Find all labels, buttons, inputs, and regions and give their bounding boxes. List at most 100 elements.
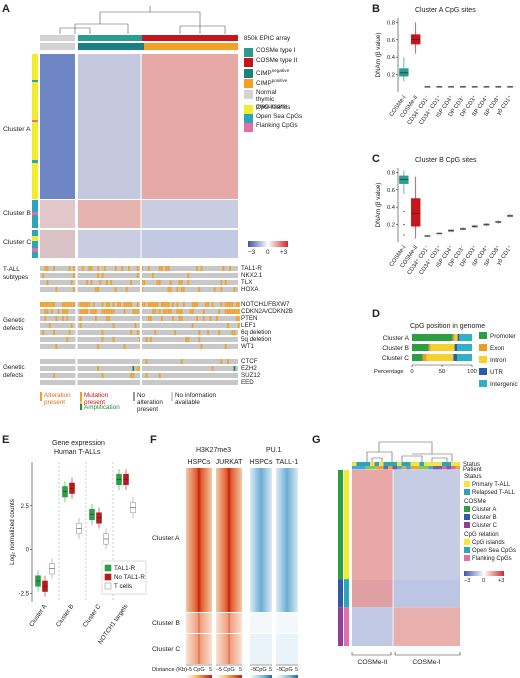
cell-label: TALL-1 xyxy=(276,459,299,466)
alteration-mark xyxy=(178,309,181,314)
y-tick-label: 2.5 xyxy=(21,504,30,510)
alteration-mark xyxy=(123,344,126,349)
alteration-mark xyxy=(136,309,139,314)
legend-label: UTR xyxy=(490,369,503,376)
box xyxy=(411,34,421,45)
alteration-mark xyxy=(150,316,152,321)
alteration-mark xyxy=(180,309,183,314)
alteration-mark xyxy=(44,309,47,314)
legend-swatch xyxy=(244,79,253,88)
dendrogram xyxy=(366,441,453,462)
alteration-mark xyxy=(90,266,93,271)
dendrogram-branch xyxy=(371,457,383,462)
cpg-track xyxy=(344,607,349,646)
dendrogram-branch xyxy=(431,457,448,462)
patient-cell xyxy=(442,466,447,470)
alteration-mark xyxy=(132,309,135,314)
patient-cell xyxy=(370,466,375,470)
alteration-row-label: TLX xyxy=(241,279,253,286)
alteration-mark xyxy=(211,366,214,371)
alteration-mark xyxy=(180,359,183,364)
legend-swatch xyxy=(244,105,253,114)
x-tick-label: 0 xyxy=(410,369,413,375)
alteration-row-label: EED xyxy=(241,379,254,386)
panel-label-e: E xyxy=(2,434,10,446)
stacked-bar-segment xyxy=(457,334,460,341)
alteration-mark xyxy=(176,302,179,307)
legend-swatch xyxy=(479,368,487,375)
legend-swatch xyxy=(244,69,253,78)
status-cell xyxy=(455,462,460,466)
alteration-mark xyxy=(218,309,220,314)
patient-cell xyxy=(415,466,420,470)
alteration-mark xyxy=(231,330,234,335)
alteration-mark xyxy=(152,273,154,278)
alteration-mark xyxy=(68,330,71,335)
alteration-mark xyxy=(233,330,236,335)
panel-d-chart: Cluster A Cluster B Cluster C 0 50 100 Percent… xyxy=(374,332,518,388)
alteration-mark xyxy=(227,359,229,364)
alteration-mark xyxy=(145,337,148,342)
x-tick-label: Cluster A xyxy=(28,602,49,628)
alteration-mark xyxy=(97,344,99,349)
x-tick-label: NOTCH1 targets xyxy=(97,603,130,645)
alteration-mark xyxy=(48,302,51,307)
panel-label-b: B xyxy=(372,3,380,15)
alteration-mark xyxy=(167,302,170,307)
cell-label: JURKAT xyxy=(216,459,243,466)
alteration-mark xyxy=(84,309,86,314)
alteration-mark xyxy=(51,309,53,314)
alteration-mark xyxy=(66,309,69,314)
alteration-mark xyxy=(238,323,240,328)
distance-tick: 5 xyxy=(295,667,298,673)
alteration-mark xyxy=(101,337,104,342)
legend-label: Intron xyxy=(490,357,507,364)
alteration-mark xyxy=(176,309,179,314)
alteration-mark xyxy=(139,366,141,371)
alteration-mark xyxy=(163,309,165,314)
panel-a-color-scale xyxy=(248,241,288,247)
legend-swatch xyxy=(464,481,470,487)
cluster-c-label: Cluster C xyxy=(3,239,32,246)
alteration-mark xyxy=(121,266,124,271)
alteration-mark xyxy=(46,280,49,285)
patient-cell xyxy=(383,466,388,470)
patient-cell xyxy=(352,466,357,470)
alteration-row-label: NKX2.1 xyxy=(241,272,263,279)
alteration-mark xyxy=(220,359,223,364)
x-tick-label: Cluster C xyxy=(82,603,103,629)
alteration-mark xyxy=(110,280,113,285)
legend-text: CpG islands xyxy=(256,104,291,111)
alteration-mark xyxy=(130,302,132,307)
panel-b-title: Cluster A CpG sites xyxy=(415,7,476,14)
cluster-b-label: Cluster B xyxy=(3,210,31,217)
alteration-mark xyxy=(64,309,66,314)
legend-alteration: Alteration present xyxy=(44,392,71,406)
cluster-a-label: Cluster A xyxy=(3,126,31,133)
status-cell xyxy=(392,462,397,466)
alteration-mark xyxy=(123,302,126,307)
alteration-mark xyxy=(57,309,60,314)
alteration-mark xyxy=(114,266,117,271)
legend-text: Normal thymic precursors xyxy=(256,89,286,110)
profile-heatmap-cluster-b xyxy=(276,613,298,633)
y-tick-label: 0.6 xyxy=(387,188,395,194)
alteration-mark xyxy=(187,273,190,278)
y-tick-label: 0.4 xyxy=(387,55,396,61)
alteration-mark xyxy=(62,302,64,307)
alteration-mark xyxy=(101,373,104,378)
legend-label: Cluster C xyxy=(472,523,498,529)
alteration-mark xyxy=(158,373,161,378)
alteration-mark xyxy=(128,302,130,307)
legend-swatch xyxy=(244,90,253,99)
legend-label: Primary T-ALL xyxy=(472,482,511,488)
status-cell xyxy=(451,462,456,466)
alteration-mark xyxy=(141,287,143,292)
alteration-mark xyxy=(114,287,117,292)
alteration-mark xyxy=(145,359,148,364)
alteration-mark xyxy=(97,366,99,371)
alteration-mark xyxy=(167,266,170,271)
alteration-mark xyxy=(156,280,159,285)
alteration-mark xyxy=(233,287,236,292)
